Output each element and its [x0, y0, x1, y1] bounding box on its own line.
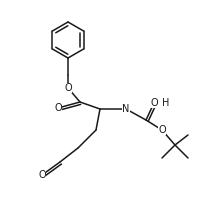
- Text: O: O: [38, 170, 46, 180]
- Text: N: N: [122, 104, 129, 114]
- Text: O: O: [64, 83, 71, 93]
- Text: H: H: [161, 98, 169, 108]
- Text: O: O: [54, 103, 62, 113]
- Text: O: O: [150, 98, 157, 108]
- Text: O: O: [157, 125, 165, 135]
